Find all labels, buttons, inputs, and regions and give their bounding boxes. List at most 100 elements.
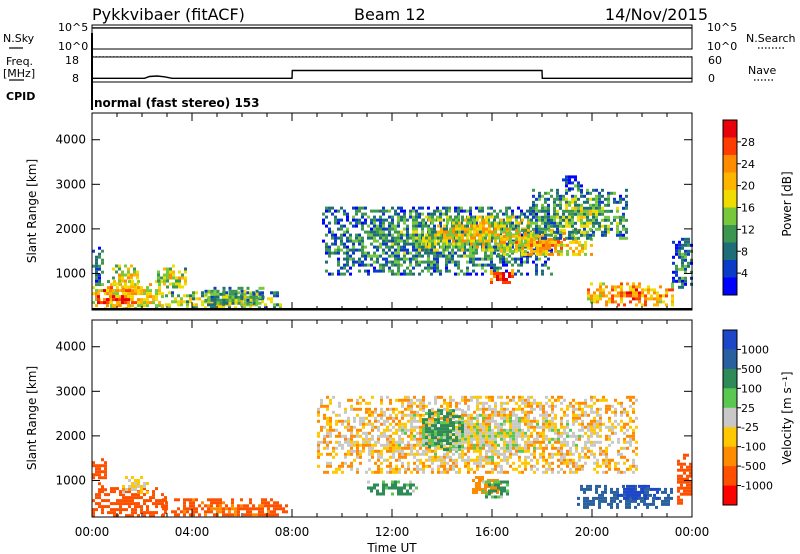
velocity-cell	[410, 404, 413, 408]
velocity-cell	[563, 398, 566, 402]
power-cell	[409, 209, 412, 213]
velocity-cell	[383, 419, 386, 423]
power-cell	[448, 245, 451, 249]
power-cell	[442, 245, 445, 249]
power-cell	[427, 248, 430, 252]
power-cell	[373, 227, 376, 231]
velocity-cell	[500, 404, 503, 408]
velocity-cell	[398, 419, 401, 423]
power-cell	[577, 230, 580, 234]
y-tick-label: 1000	[55, 266, 86, 280]
velocity-cell	[385, 486, 388, 490]
power-cell	[653, 303, 656, 307]
power-cell	[457, 209, 460, 213]
velocity-cell	[234, 513, 237, 517]
velocity-cell	[521, 461, 524, 465]
power-cell	[403, 260, 406, 264]
velocity-cell	[461, 455, 464, 459]
power-cell	[490, 266, 493, 270]
power-cell	[475, 263, 478, 267]
power-cell	[469, 251, 472, 255]
power-cell	[391, 233, 394, 237]
power-cell	[406, 233, 409, 237]
velocity-cell	[551, 410, 554, 414]
velocity-cell	[614, 407, 617, 411]
power-cell	[379, 215, 382, 219]
velocity-cell	[152, 502, 155, 506]
power-cell	[547, 209, 550, 213]
power-cell	[601, 200, 604, 204]
velocity-cell	[276, 501, 279, 505]
velocity-cell	[419, 458, 422, 462]
velocity-cell	[425, 427, 428, 431]
power-cell	[593, 291, 596, 295]
power-cell	[364, 206, 367, 210]
velocity-cell	[422, 395, 425, 399]
power-cell	[544, 218, 547, 222]
power-cell	[488, 248, 491, 252]
velocity-cell	[437, 421, 440, 425]
power-cell	[391, 239, 394, 243]
velocity-cell	[551, 416, 554, 420]
power-cell	[440, 227, 443, 231]
power-cell	[258, 306, 261, 310]
velocity-cell	[389, 443, 392, 447]
power-cell	[367, 224, 370, 228]
velocity-cell	[341, 443, 344, 447]
power-cell	[382, 206, 385, 210]
velocity-cell	[643, 490, 646, 494]
power-cell	[397, 245, 400, 249]
power-cell	[409, 269, 412, 273]
velocity-cell	[401, 452, 404, 456]
velocity-cell	[479, 401, 482, 405]
power-cell	[529, 212, 532, 216]
power-cell	[538, 215, 541, 219]
velocity-cell	[431, 458, 434, 462]
power-cell	[586, 236, 589, 240]
velocity-cell	[407, 452, 410, 456]
velocity-cell	[416, 464, 419, 468]
power-cell	[107, 289, 110, 293]
velocity-cell	[92, 464, 95, 468]
power-cell	[412, 254, 415, 258]
velocity-cell	[521, 431, 524, 435]
velocity-cell	[530, 401, 533, 405]
power-cell	[547, 197, 550, 201]
velocity-cell	[644, 493, 647, 497]
power-cell	[98, 255, 101, 259]
velocity-cell	[473, 443, 476, 447]
power-cell	[620, 285, 623, 289]
power-cell	[364, 245, 367, 249]
power-cell	[258, 292, 262, 296]
velocity-cell	[664, 496, 667, 500]
velocity-cell	[225, 507, 228, 511]
power-cell	[376, 209, 379, 213]
power-cell	[464, 227, 467, 231]
power-cell	[216, 298, 220, 302]
power-cell	[243, 289, 247, 293]
velocity-cell	[461, 458, 464, 462]
power-cell	[115, 298, 118, 302]
power-cell	[346, 236, 349, 240]
power-cell	[572, 240, 575, 244]
velocity-cell	[455, 425, 458, 429]
velocity-cell	[443, 427, 446, 431]
velocity-cell	[515, 449, 518, 453]
power-cell	[237, 286, 241, 290]
power-cell	[659, 297, 662, 301]
power-cell	[175, 279, 178, 283]
power-cell	[650, 288, 653, 292]
power-cell	[499, 245, 502, 249]
power-cell	[355, 218, 358, 222]
velocity-cell	[413, 446, 416, 450]
velocity-cell	[431, 419, 434, 423]
power-cell	[385, 233, 388, 237]
velocity-cell	[614, 398, 617, 402]
velocity-cell	[341, 464, 344, 468]
velocity-cell	[599, 446, 602, 450]
power-cell	[325, 209, 328, 213]
velocity-cell	[452, 428, 455, 432]
power-cell	[122, 292, 125, 296]
power-cell	[568, 178, 571, 182]
power-cell	[490, 251, 493, 255]
